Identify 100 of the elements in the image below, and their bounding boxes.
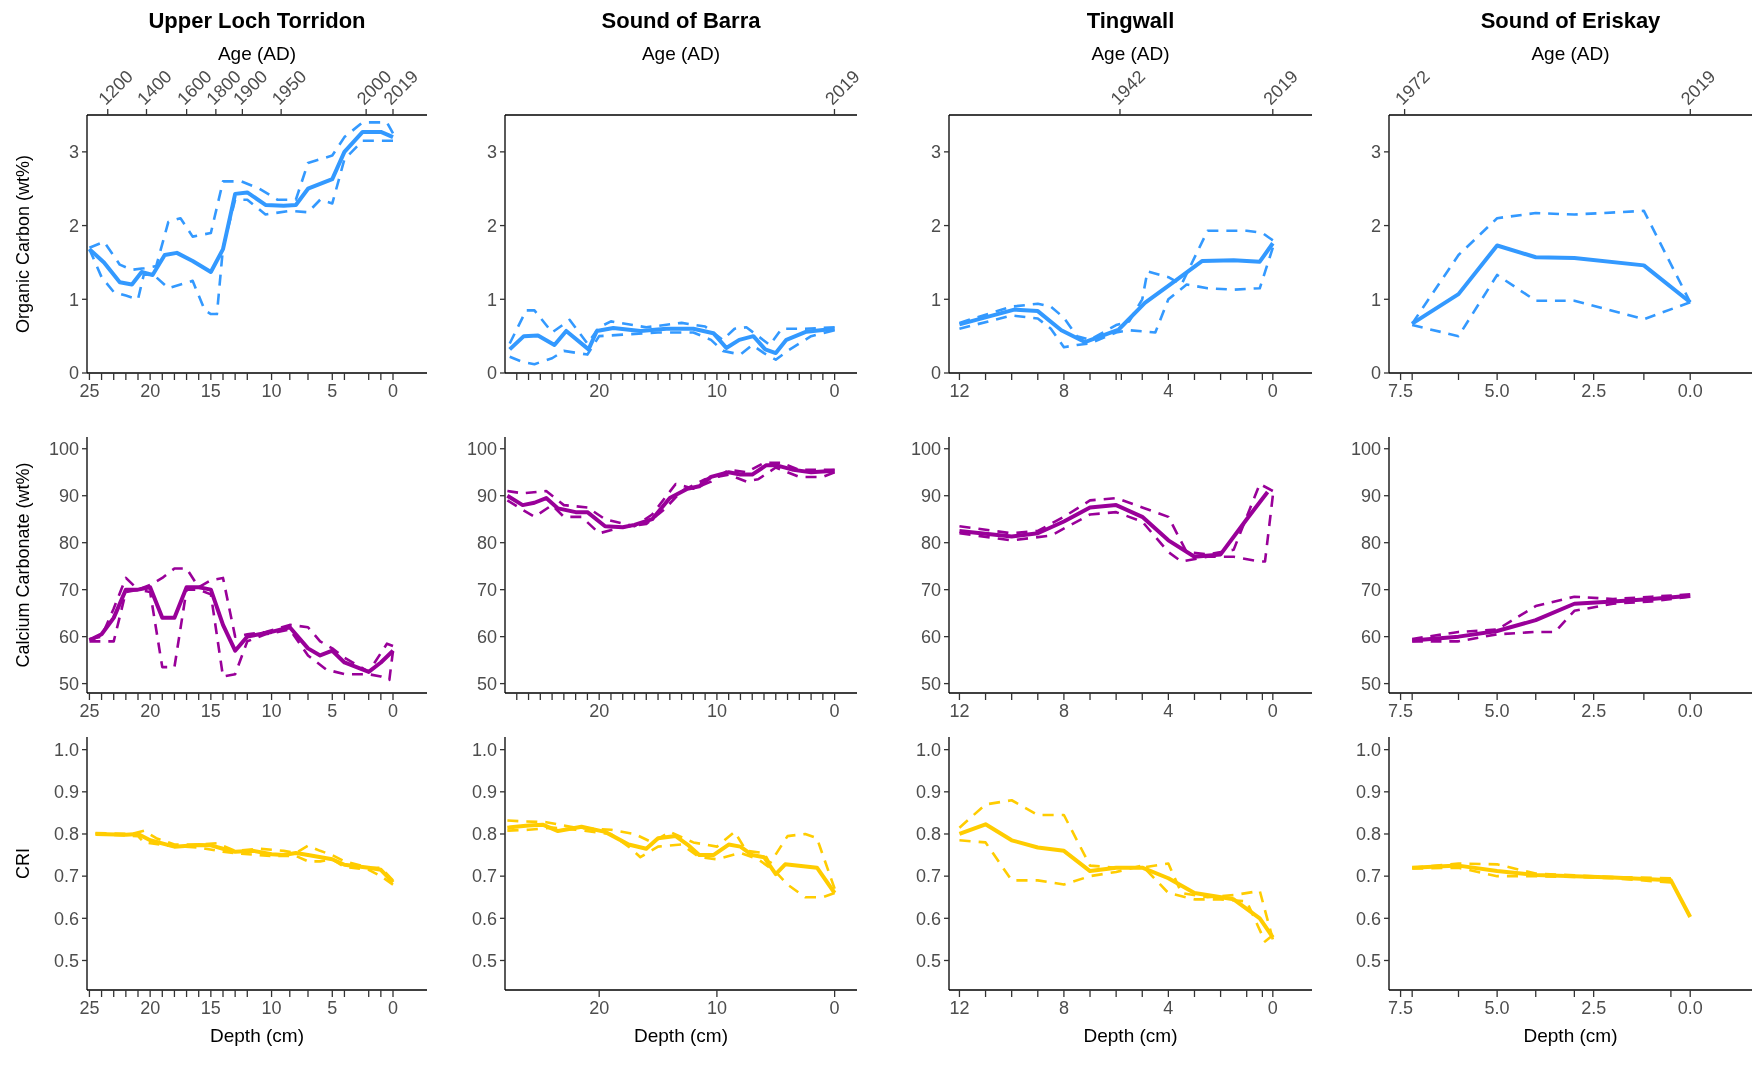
y-tick-label: 0.7 — [915, 866, 941, 887]
y-tick-label: 0.6 — [915, 908, 941, 929]
x-tick-label: 10 — [706, 701, 727, 721]
x-tick-label: 0 — [829, 381, 840, 401]
x-tick-label: 20 — [140, 998, 161, 1018]
x-tick-label: 10 — [706, 998, 727, 1018]
x-tick-label: 4 — [1163, 998, 1174, 1018]
y-tick-label: 1 — [930, 289, 941, 310]
x-axis-title: Depth (cm) — [1523, 1025, 1618, 1046]
x-tick-label: 0 — [387, 381, 399, 401]
x-tick-label: 25 — [79, 998, 100, 1018]
x-tick-label: 5 — [327, 701, 338, 721]
x2-axis-title: Age (AD) — [217, 43, 297, 64]
y-tick-label: 0.9 — [53, 782, 79, 803]
x-tick-label: 8 — [1058, 701, 1069, 721]
x-tick-label: 0 — [1267, 381, 1278, 401]
y-tick-label: 100 — [466, 439, 497, 460]
x-tick-label: 12 — [949, 998, 970, 1018]
y-tick-label: 50 — [1360, 673, 1381, 694]
y-axis-title: Calcium Carbonate (wt%) — [13, 462, 33, 668]
y-tick-label: 60 — [476, 626, 497, 647]
x-tick-label: 0 — [1267, 701, 1278, 721]
y-tick-label: 0 — [486, 363, 497, 384]
y-tick-label: 1 — [68, 289, 79, 310]
y-tick-label: 0 — [68, 363, 79, 384]
y-tick-label: 60 — [58, 626, 79, 647]
y-tick-label: 0.7 — [1355, 866, 1381, 887]
x-tick-label: 5.0 — [1484, 701, 1510, 721]
y-tick-label: 100 — [910, 439, 941, 460]
y-tick-label: 0.5 — [471, 950, 497, 971]
y-tick-label: 0.6 — [471, 908, 497, 929]
y-tick-label: 0.7 — [471, 866, 497, 887]
y-tick-label: 0.6 — [1355, 908, 1381, 929]
x-tick-label: 8 — [1058, 381, 1069, 401]
x-tick-label: 25 — [79, 381, 100, 401]
x-tick-label: 5 — [327, 998, 338, 1018]
x-tick-label: 7.5 — [1388, 701, 1414, 721]
x-tick-label: 4 — [1163, 381, 1174, 401]
y-tick-label: 70 — [58, 579, 79, 600]
y-axis-title: CRI — [13, 848, 33, 879]
x-tick-label: 0.0 — [1677, 701, 1703, 721]
y-tick-label: 1.0 — [53, 739, 79, 760]
y-tick-label: 0.5 — [915, 950, 941, 971]
y-tick-label: 80 — [58, 532, 79, 553]
x-tick-label: 0 — [387, 701, 399, 721]
y-tick-label: 0 — [930, 363, 941, 384]
y-tick-label: 50 — [58, 673, 79, 694]
y-tick-label: 50 — [920, 673, 941, 694]
x-tick-label: 15 — [200, 381, 221, 401]
chart-title: Sound of Eriskay — [1480, 8, 1662, 33]
y-tick-label: 1.0 — [915, 739, 941, 760]
x-tick-label: 2.5 — [1581, 701, 1607, 721]
y-tick-label: 0.8 — [915, 824, 941, 845]
y-tick-label: 1 — [1370, 289, 1381, 310]
x-tick-label: 0 — [829, 701, 840, 721]
x-tick-label: 5.0 — [1484, 381, 1510, 401]
y-tick-label: 2 — [930, 215, 941, 236]
y-tick-label: 3 — [486, 142, 497, 163]
x-tick-label: 7.5 — [1388, 381, 1414, 401]
x-tick-label: 20 — [589, 381, 610, 401]
x-tick-label: 0.0 — [1677, 998, 1703, 1018]
x-tick-label: 12 — [949, 701, 970, 721]
x-tick-label: 15 — [200, 701, 221, 721]
x-tick-label: 10 — [261, 381, 282, 401]
y-tick-label: 0.6 — [53, 908, 79, 929]
y-tick-label: 3 — [930, 142, 941, 163]
x-tick-label: 20 — [140, 701, 161, 721]
x-tick-label: 2.5 — [1581, 998, 1607, 1018]
y-tick-label: 0 — [1370, 363, 1381, 384]
y-axis-title: Organic Carbon (wt%) — [13, 154, 33, 334]
y-tick-label: 60 — [1360, 626, 1381, 647]
y-tick-label: 50 — [476, 673, 497, 694]
y-tick-label: 80 — [476, 532, 497, 553]
y-tick-label: 70 — [1360, 579, 1381, 600]
x-tick-label: 0 — [1267, 998, 1278, 1018]
y-tick-label: 0.5 — [53, 950, 79, 971]
x-tick-label: 0 — [829, 998, 840, 1018]
y-tick-label: 1.0 — [471, 739, 497, 760]
y-tick-label: 90 — [476, 486, 497, 507]
y-tick-label: 100 — [1350, 439, 1381, 460]
y-tick-label: 0.9 — [471, 782, 497, 803]
x-axis-title: Depth (cm) — [210, 1025, 304, 1046]
y-tick-label: 70 — [476, 579, 497, 600]
y-tick-label: 3 — [1370, 142, 1381, 163]
y-tick-label: 0.9 — [915, 782, 941, 803]
x-tick-label: 5.0 — [1484, 998, 1510, 1018]
x-tick-label: 7.5 — [1388, 998, 1414, 1018]
x-tick-label: 12 — [949, 381, 970, 401]
y-tick-label: 70 — [920, 579, 941, 600]
y-tick-label: 90 — [1360, 486, 1381, 507]
chart-title: Sound of Barra — [601, 8, 762, 33]
x-tick-label: 8 — [1058, 998, 1069, 1018]
y-tick-label: 0.8 — [53, 824, 79, 845]
x-tick-label: 15 — [200, 998, 221, 1018]
x-tick-label: 4 — [1163, 701, 1174, 721]
y-tick-label: 60 — [920, 626, 941, 647]
chart-title: Tingwall — [1086, 8, 1175, 33]
x-tick-label: 10 — [261, 701, 282, 721]
y-tick-label: 80 — [920, 532, 941, 553]
x-tick-label: 25 — [79, 701, 100, 721]
